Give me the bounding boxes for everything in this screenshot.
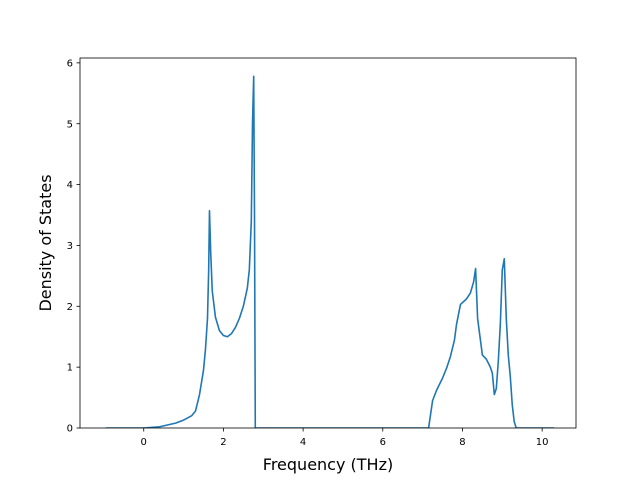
y-tick-label: 2: [67, 302, 73, 313]
plot-area: [105, 75, 555, 428]
x-tick-label: 2: [220, 437, 226, 448]
y-tick-label: 1: [67, 363, 73, 374]
x-tick-label: 0: [141, 437, 147, 448]
y-tick-label: 6: [67, 58, 73, 69]
y-tick-label: 5: [67, 119, 73, 130]
axis-ticks: 0 2 4 6 8 10 0 1 2 3 4 5 6: [67, 58, 549, 448]
x-tick-label: 4: [300, 437, 306, 448]
y-tick-label: 3: [67, 241, 73, 252]
y-tick-label: 4: [67, 180, 73, 191]
x-tick-label: 10: [536, 437, 549, 448]
x-tick-label: 8: [459, 437, 465, 448]
y-tick-label: 0: [67, 424, 73, 435]
plot-frame: [79, 57, 577, 429]
y-axis-label: Density of States: [36, 174, 55, 311]
x-axis-label: Frequency (THz): [263, 455, 393, 474]
dos-series-line: [105, 75, 555, 428]
x-tick-label: 6: [380, 437, 386, 448]
